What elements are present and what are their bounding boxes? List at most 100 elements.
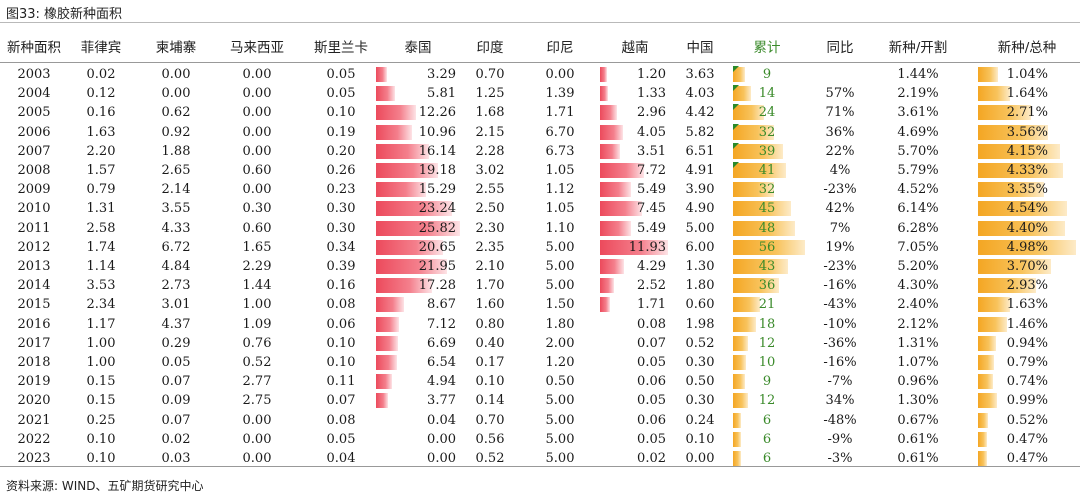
col-india-value: 2.35 xyxy=(475,239,505,255)
col-new-total-value: 1.64% xyxy=(1006,86,1048,102)
col-year-value: 2003 xyxy=(17,67,51,82)
col-vietnam-value: 3.51 xyxy=(637,143,666,159)
data-bar xyxy=(733,355,746,370)
data-bar xyxy=(376,86,395,102)
data-bar xyxy=(978,431,988,447)
col-cumulative-value: 9 xyxy=(762,374,772,390)
col-year-value: 2018 xyxy=(17,355,51,370)
col-cambodia-value: 6.72 xyxy=(161,239,191,255)
col-china-value: 5.82 xyxy=(685,124,715,140)
col-sri-lanka-value: 0.06 xyxy=(326,316,356,332)
data-bar xyxy=(733,259,789,274)
col-vietnam-value: 4.05 xyxy=(637,124,666,140)
col-new-total-value: 3.35% xyxy=(1006,182,1048,198)
col-vietnam-value: 0.05 xyxy=(637,393,666,409)
table-row: 2003 0.02 0.00 0.00 0.05 3.29 0.70 0.00 1.20 3.63… xyxy=(0,65,1080,84)
data-bar xyxy=(600,220,632,236)
col-malaysia-value: 0.00 xyxy=(242,143,272,159)
col-cambodia-value: 4.37 xyxy=(161,316,191,332)
col-thailand-value: 23.24 xyxy=(418,201,456,217)
col-new-tapping-value: 0.61% xyxy=(897,431,939,447)
header-divider xyxy=(0,62,1080,63)
col-philippines-value: 0.25 xyxy=(86,412,116,428)
col-china-value: 0.10 xyxy=(685,431,715,447)
col-malaysia-value: 0.00 xyxy=(242,86,272,102)
data-bar xyxy=(600,86,608,102)
col-sri-lanka-value: 0.16 xyxy=(326,278,356,294)
col-vietnam-value: 0.05 xyxy=(637,431,666,447)
data-bar xyxy=(733,297,760,313)
data-bar xyxy=(978,124,1049,140)
col-china-value: 0.52 xyxy=(685,335,715,351)
col-philippines-value: 1.74 xyxy=(86,239,116,255)
col-china-value: 3.63 xyxy=(685,67,715,82)
col-sri-lanka-value: 0.10 xyxy=(326,105,356,121)
col-china-value: 4.91 xyxy=(685,163,715,178)
col-yoy-value: 57% xyxy=(825,86,855,102)
col-new-total-value: 2.71% xyxy=(1006,105,1048,121)
col-cambodia-value: 3.55 xyxy=(161,201,191,217)
flag-marker-icon xyxy=(733,66,739,72)
col-new-total-value: 0.47% xyxy=(1006,431,1048,447)
data-bar xyxy=(733,143,784,159)
col-new-tapping-value: 2.19% xyxy=(897,86,939,102)
col-vietnam-value: 7.72 xyxy=(637,163,666,178)
data-bar xyxy=(978,393,998,409)
col-philippines-value: 0.10 xyxy=(86,431,116,447)
col-indonesia-value: 0.50 xyxy=(545,374,575,390)
col-year-value: 2011 xyxy=(17,220,51,236)
col-yoy-value: -48% xyxy=(823,412,857,428)
col-yoy-value: 22% xyxy=(825,143,855,159)
col-new-tapping-value: 0.96% xyxy=(897,374,939,390)
data-bar xyxy=(978,412,989,428)
data-bar xyxy=(978,451,988,466)
col-sri-lanka-value: 0.23 xyxy=(326,182,356,198)
data-bar xyxy=(733,412,741,428)
col-sri-lanka-value: 0.30 xyxy=(326,220,356,236)
table-row: 2022 0.10 0.02 0.00 0.05 0.00 0.56 5.00 0.05 0.10… xyxy=(0,430,1080,449)
col-indonesia-value: 2.00 xyxy=(545,335,575,351)
col-india-value: 3.02 xyxy=(475,163,505,178)
table-row: 2004 0.12 0.00 0.00 0.05 5.81 1.25 1.39 1.33 4.03… xyxy=(0,84,1080,103)
table-row: 2019 0.15 0.07 2.77 0.11 4.94 0.10 0.50 0.06 0.50… xyxy=(0,372,1080,391)
col-philippines-value: 2.20 xyxy=(86,143,116,159)
header-yoy: 同比 xyxy=(826,40,854,56)
col-year-value: 2007 xyxy=(17,143,51,159)
col-year-value: 2006 xyxy=(17,124,51,140)
col-year-value: 2010 xyxy=(17,201,51,217)
data-bar xyxy=(978,105,1032,121)
table-row: 2012 1.74 6.72 1.65 0.34 20.65 2.35 5.00 11.93 6.… xyxy=(0,238,1080,257)
data-bar xyxy=(376,124,412,140)
col-indonesia-value: 1.50 xyxy=(545,297,575,313)
col-vietnam-value: 0.07 xyxy=(637,335,666,351)
col-thailand-value: 25.82 xyxy=(418,220,456,236)
table-row: 2015 2.34 3.01 1.00 0.08 8.67 1.60 1.50 1.71 0.60… xyxy=(0,295,1080,314)
col-cambodia-value: 0.05 xyxy=(161,355,191,370)
col-philippines-value: 1.63 xyxy=(86,124,116,140)
header-year: 新种面积 xyxy=(7,40,61,56)
data-bar xyxy=(376,67,387,82)
flag-marker-icon xyxy=(733,162,739,168)
col-year-value: 2014 xyxy=(17,278,51,294)
col-year-value: 2004 xyxy=(17,86,51,102)
col-vietnam-value: 5.49 xyxy=(637,220,666,236)
col-philippines-value: 1.00 xyxy=(86,335,116,351)
col-sri-lanka-value: 0.04 xyxy=(326,451,356,466)
data-bar xyxy=(376,335,398,351)
col-indonesia-value: 5.00 xyxy=(545,239,575,255)
col-cambodia-value: 0.07 xyxy=(161,412,191,428)
col-philippines-value: 0.15 xyxy=(86,374,116,390)
data-bar xyxy=(733,201,791,217)
col-cumulative-value: 32 xyxy=(758,182,776,198)
data-bar xyxy=(600,124,624,140)
table-row: 2009 0.79 2.14 0.00 0.23 15.29 2.55 1.12 5.49 3.9… xyxy=(0,180,1080,199)
col-indonesia-value: 5.00 xyxy=(545,412,575,428)
col-new-tapping-value: 2.12% xyxy=(897,316,939,332)
col-philippines-value: 2.34 xyxy=(86,297,116,313)
data-bar xyxy=(733,239,805,255)
col-philippines-value: 1.14 xyxy=(86,259,116,274)
data-bar xyxy=(733,182,775,198)
col-cambodia-value: 0.07 xyxy=(161,374,191,390)
flag-marker-icon xyxy=(733,123,739,130)
col-new-tapping-value: 4.69% xyxy=(897,124,939,140)
